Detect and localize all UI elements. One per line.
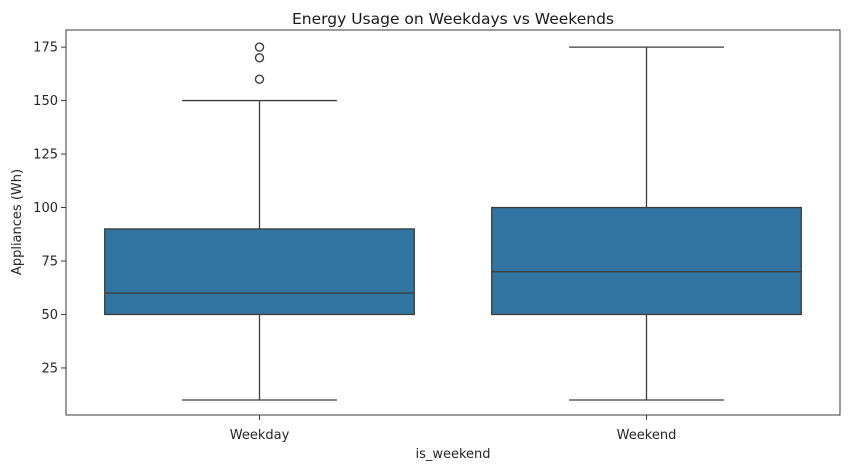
y-tick-label: 175 — [33, 41, 58, 56]
x-axis-label: is_weekend — [415, 447, 490, 462]
y-tick-label: 50 — [41, 308, 58, 323]
x-tick-label: Weekday — [230, 428, 290, 443]
y-axis-label: Appliances (Wh) — [10, 169, 25, 275]
x-tick-label: Weekend — [617, 428, 677, 443]
y-axis: 25 50 75 100 125 150 175 — [33, 41, 66, 376]
weekday-outlier-point — [254, 74, 265, 84]
chart-title: Energy Usage on Weekdays vs Weekends — [292, 10, 614, 28]
y-tick-label: 75 — [41, 255, 58, 270]
weekday-outlier-point — [254, 53, 265, 63]
box-series — [104, 42, 802, 401]
weekday-box — [104, 228, 415, 316]
plot-frame — [65, 29, 841, 416]
y-tick-label: 100 — [33, 201, 58, 216]
y-tick-label: 25 — [41, 361, 58, 376]
y-tick-label: 125 — [33, 148, 58, 163]
weekend-box — [491, 206, 802, 316]
y-tick-label: 150 — [33, 94, 58, 109]
weekday-outlier-point — [254, 42, 265, 52]
x-axis: Weekday Weekend — [230, 415, 677, 443]
